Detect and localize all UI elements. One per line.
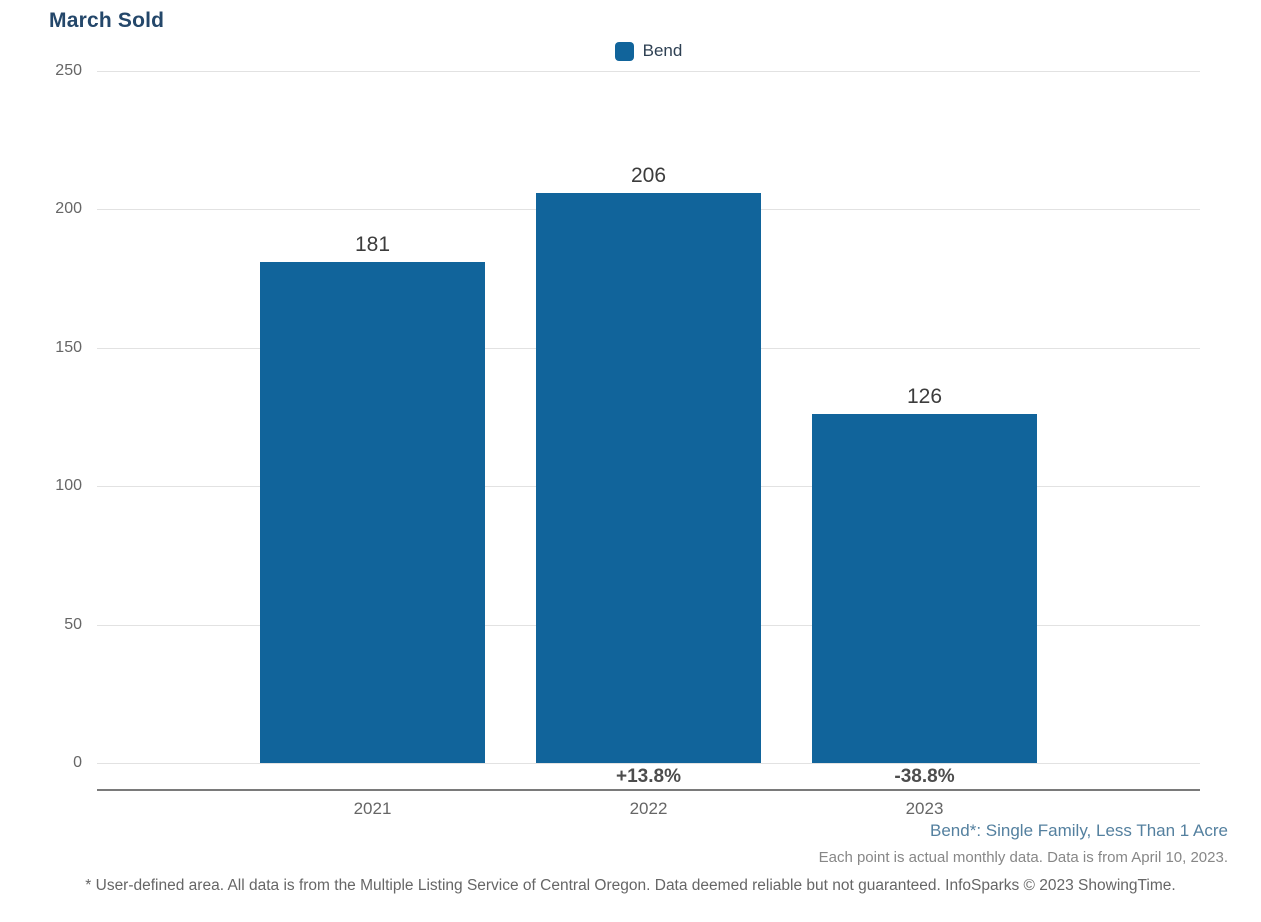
y-tick-label: 50 [64,615,82,633]
series-footnote: Bend*: Single Family, Less Than 1 Acre [930,821,1228,840]
y-tick-label: 0 [73,754,82,771]
bar-2021[interactable] [260,261,485,763]
legend-item-bend[interactable]: Bend [614,41,683,61]
chart-title: March Sold [49,9,165,32]
bar-value-label: 126 [906,385,943,409]
legend-label: Bend [642,41,683,60]
bar-2022[interactable] [536,192,761,763]
bar-value-label: 181 [354,232,391,256]
bar-value-label: 206 [630,163,667,187]
y-tick-label: 150 [55,338,82,356]
x-axis-line [97,789,1200,791]
bar-2023[interactable] [812,414,1037,763]
x-tick-label: 2022 [629,799,668,818]
y-tick-label: 250 [55,62,82,79]
data-footnote: Each point is actual monthly data. Data … [818,849,1228,866]
gridline [97,71,1200,72]
x-tick-label: 2023 [905,799,944,818]
gridline [97,763,1200,764]
y-tick-label: 100 [55,477,82,495]
y-tick-label: 200 [55,200,82,218]
pct-change-label: +13.8% [616,766,681,787]
pct-change-label: -38.8% [894,766,955,787]
disclaimer-footnote: * User-defined area. All data is from th… [85,877,1176,894]
x-tick-label: 2021 [353,799,392,818]
legend-swatch [614,41,634,61]
plot-area: 250 200 150 100 50 0 181 2021 206 +13.8% 2022 126 -3… [55,62,1200,818]
legend: Bend [97,41,1200,61]
